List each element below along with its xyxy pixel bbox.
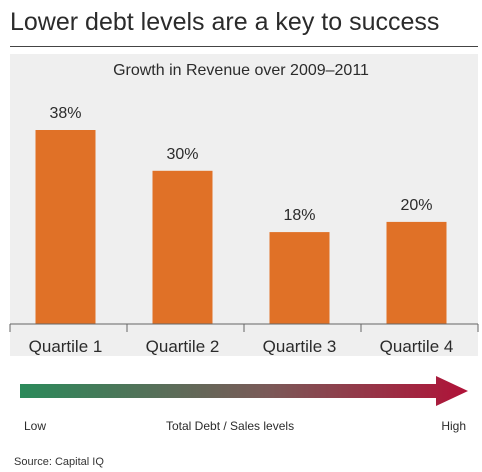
- legend-axis-label: Total Debt / Sales levels: [166, 419, 295, 433]
- chart-title: Growth in Revenue over 2009–2011: [113, 62, 369, 79]
- bar-chart: 38% 30% 18% 20% Quartile 1 Quartile 2 Quartil…: [9, 105, 479, 356]
- legend-high-label: High: [441, 419, 466, 433]
- legend-low-label: Low: [24, 419, 47, 433]
- headline-rule: [10, 46, 478, 47]
- bar-quartile-2: [152, 170, 213, 324]
- data-label: 20%: [400, 197, 432, 214]
- x-tick-label: Quartile 3: [263, 337, 337, 356]
- data-label: 18%: [283, 207, 315, 224]
- x-tick-label: Quartile 2: [146, 337, 220, 356]
- x-tick-label: Quartile 4: [380, 337, 454, 356]
- data-label: 38%: [49, 105, 81, 122]
- debt-level-arrow: [20, 376, 468, 406]
- gradient-arrow-shape: [20, 376, 468, 406]
- headline: Lower debt levels are a key to success: [10, 8, 440, 36]
- bar-quartile-1: [35, 130, 96, 324]
- bar-quartile-4: [386, 221, 447, 324]
- bar-quartile-3: [269, 232, 330, 324]
- x-tick-label: Quartile 1: [29, 337, 103, 356]
- data-label: 30%: [166, 146, 198, 163]
- source-note: Source: Capital IQ: [14, 456, 104, 468]
